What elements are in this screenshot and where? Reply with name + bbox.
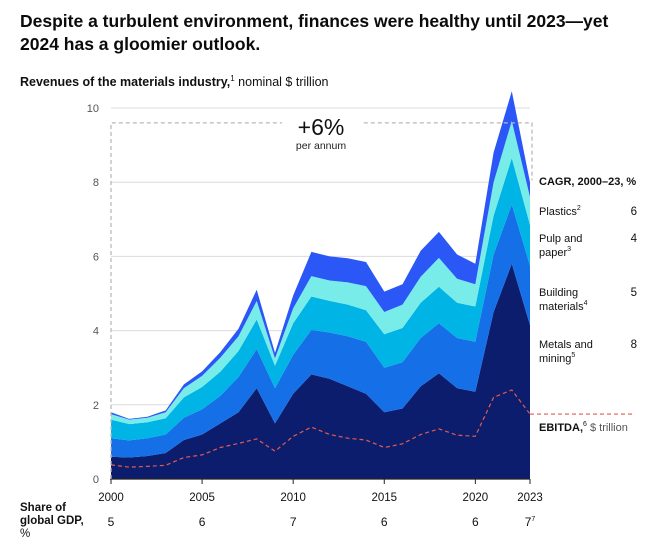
gdp-value-2000: 5 — [107, 515, 115, 529]
gdp-value-2020: 6 — [472, 515, 479, 529]
legend-label-building-materials-2: materials4 — [539, 300, 588, 313]
legend-cagr-plastics: 6 — [631, 206, 637, 218]
annotation-background — [282, 111, 362, 155]
ebitda-label: EBITDA,6 $ trillion — [539, 421, 628, 434]
ebitda-footnote: 6 — [583, 421, 587, 428]
legend-label-metals-and-mining: Metals and — [539, 339, 593, 351]
x-tick-label-2000: 2000 — [98, 492, 124, 504]
gdp-share-label: Share of global GDP, % — [20, 502, 84, 541]
gdp-value-2023: 77 — [524, 515, 536, 529]
area-plastics — [111, 121, 530, 425]
ebitda-label-bold: EBITDA, — [539, 422, 583, 434]
chart-title: Despite a turbulent environment, finance… — [20, 11, 609, 54]
legend-cagr-building-materials: 5 — [631, 287, 637, 299]
x-tick-label-2005: 2005 — [189, 492, 215, 504]
y-tick-label-0: 0 — [93, 474, 99, 486]
y-tick-label-4: 4 — [93, 326, 99, 338]
cagr-bracket — [110, 122, 533, 479]
subtitle-unit: nominal $ trillion — [234, 75, 329, 90]
legend-label-pulp-and-paper: Pulp and — [539, 233, 582, 245]
legend-footnote-building-materials: 4 — [584, 300, 588, 307]
legend-label-metals-and-mining-2: mining5 — [539, 352, 575, 365]
gdp-label-line3: % — [20, 528, 31, 540]
cagr-header: CAGR, 2000–23, % — [539, 176, 636, 188]
x-tick-label-2010: 2010 — [280, 492, 306, 504]
gdp-value-2005: 6 — [198, 515, 206, 529]
y-tick-label-6: 6 — [93, 251, 99, 263]
area-building-materials — [111, 204, 530, 458]
legend-cagr-pulp-and-paper: 4 — [631, 233, 638, 245]
annotation-label: per annum — [296, 140, 346, 152]
y-tick-label-10: 10 — [87, 103, 99, 115]
legend-footnote-metals-and-mining: 5 — [571, 352, 575, 359]
chart-subtitle: Revenues of the materials industry,1 nom… — [20, 74, 329, 89]
legend-footnote-pulp-and-paper: 3 — [567, 246, 571, 253]
legend-label-plastics: Plastics2 — [539, 205, 581, 218]
legend-label-pulp-and-paper-2: paper3 — [539, 246, 571, 259]
legend-cagr-metals-and-mining: 8 — [631, 339, 637, 351]
x-tick-label-2023: 2023 — [517, 492, 543, 504]
ebitda-line — [110, 389, 531, 468]
y-tick-label-8: 8 — [93, 177, 99, 189]
gdp-value-2015: 6 — [380, 515, 388, 529]
subtitle-bold: Revenues of the materials industry, — [20, 75, 231, 90]
gdp-label-line2: global GDP, — [20, 515, 84, 527]
area-metals-and-mining — [111, 263, 530, 479]
ebitda-unit: $ trillion — [587, 422, 628, 434]
x-tick-label-2015: 2015 — [371, 492, 397, 504]
y-tick-label-2: 2 — [93, 400, 99, 412]
area-pulp-and-paper — [111, 158, 530, 441]
gdp-label-line1: Share of — [20, 502, 67, 514]
area-other — [111, 91, 530, 420]
gdp-value-2010: 7 — [289, 515, 297, 529]
gdp-footnote-2023: 7 — [531, 516, 536, 523]
x-tick-label-2020: 2020 — [463, 492, 489, 504]
legend-footnote-plastics: 2 — [577, 205, 581, 212]
legend-label-building-materials: Building — [539, 287, 578, 299]
annotation-value: +6% — [298, 114, 345, 140]
subtitle-footnote: 1 — [230, 74, 235, 83]
